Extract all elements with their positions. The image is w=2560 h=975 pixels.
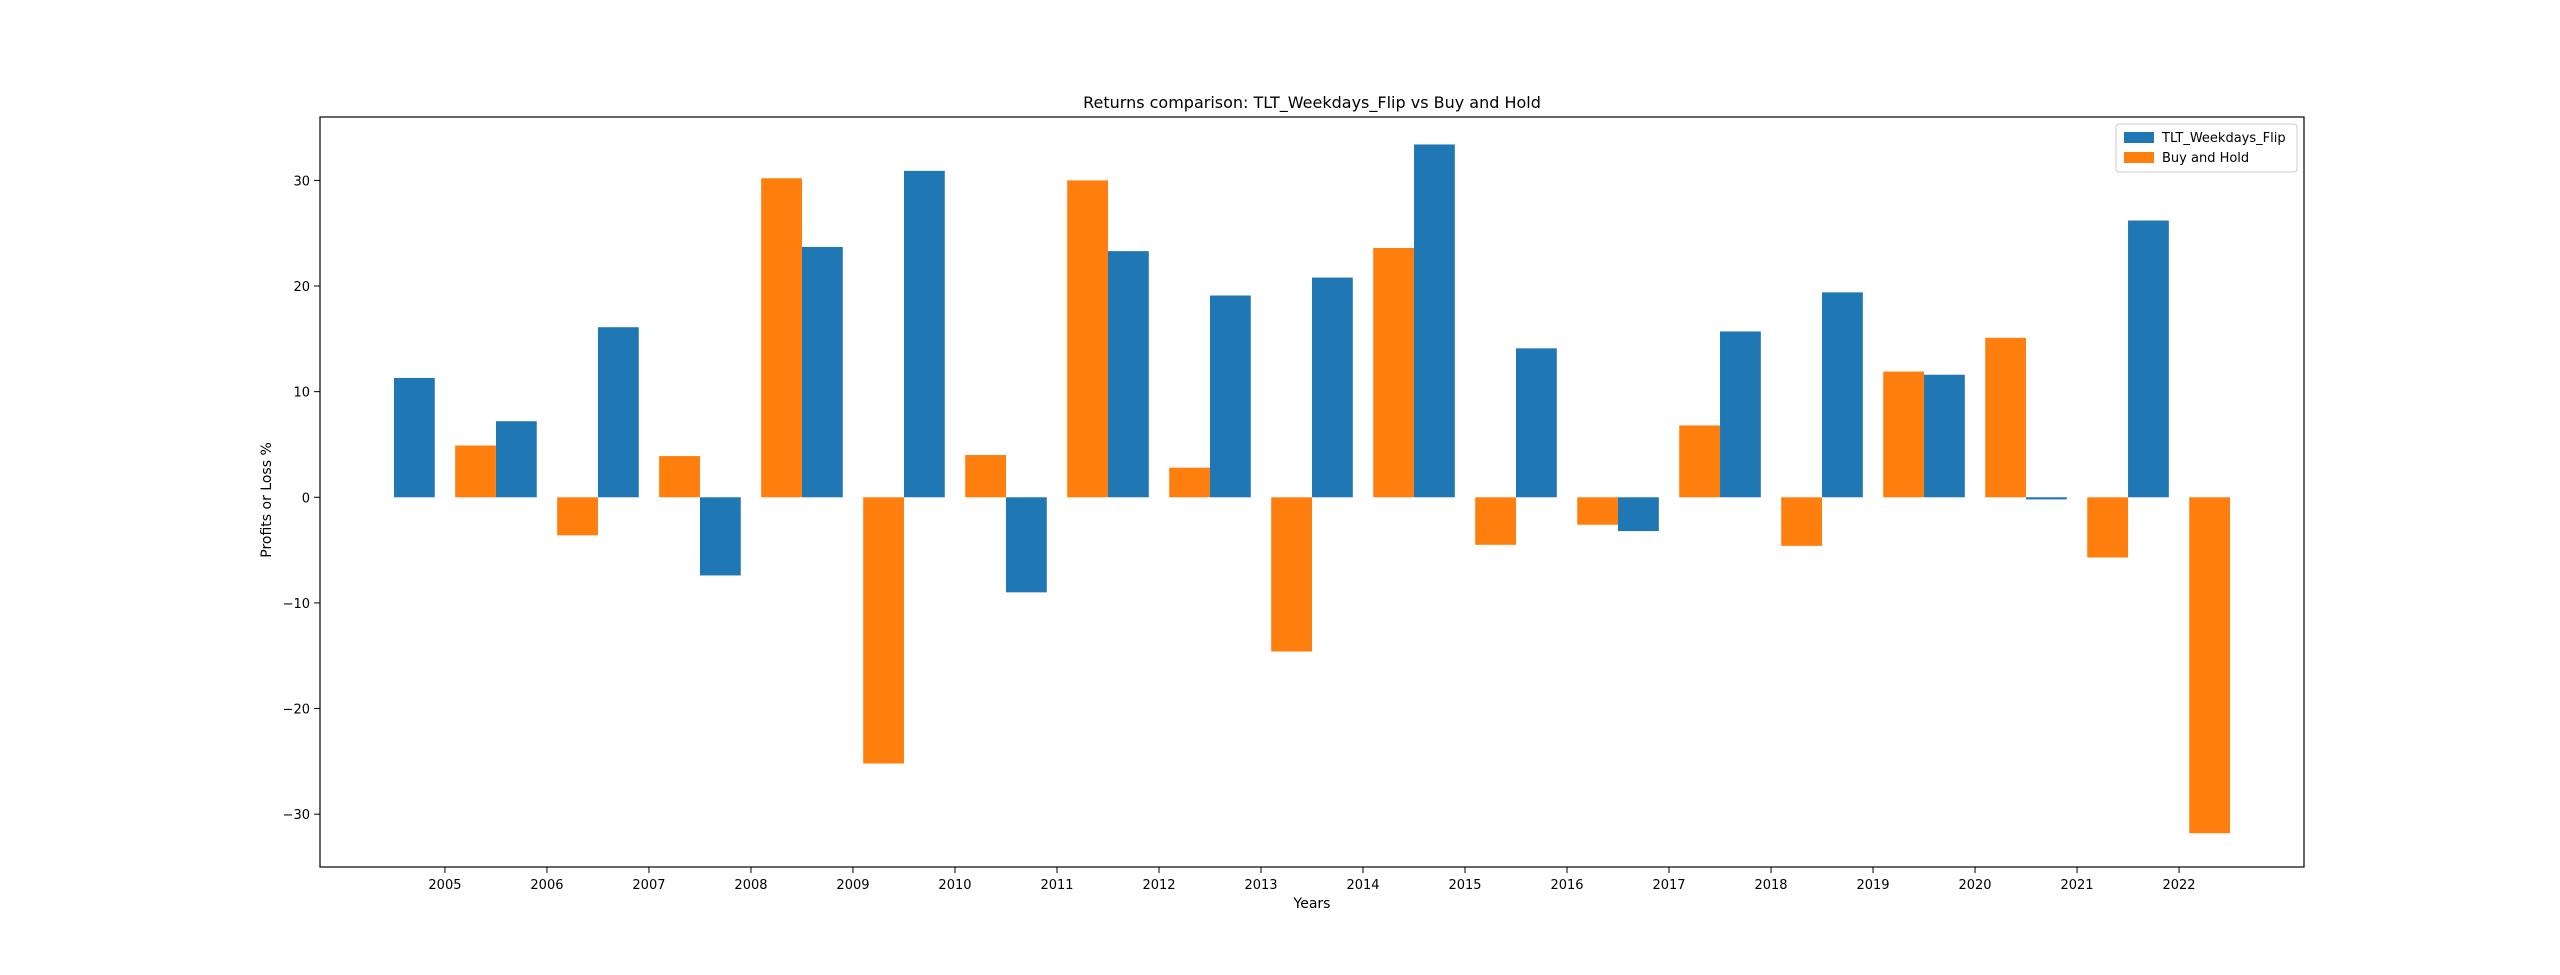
- x-tick-label: 2017: [1652, 878, 1685, 893]
- y-tick-label: −10: [283, 597, 310, 612]
- bar-flip-2017: [1618, 497, 1659, 532]
- bar-buy-hold-2017: [1679, 425, 1721, 498]
- bar-flip-2014: [1312, 277, 1353, 498]
- x-tick-label: 2012: [1142, 878, 1175, 893]
- x-tick-label: 2022: [2162, 878, 2195, 893]
- bar-buy-hold-2010: [965, 455, 1006, 498]
- axes-layer: 2005 2006 2007 2008 2009 2010 2011 2012 2013 2014…: [283, 116, 2305, 893]
- x-tick-label: 2015: [1448, 878, 1481, 893]
- x-tick-label: 2021: [2060, 878, 2093, 893]
- bar-flip-2009: [801, 246, 843, 498]
- bar-flip-2006: [495, 421, 537, 498]
- y-tick-label: 0: [302, 491, 310, 506]
- x-tick-label: 2010: [938, 878, 971, 893]
- bar-buy-hold-2008: [761, 178, 802, 498]
- bar-buy-hold-2014: [1373, 247, 1414, 498]
- bar-flip-2021: [2026, 497, 2067, 500]
- bar-buy-hold-2020: [1985, 337, 2027, 498]
- x-tick-label: 2016: [1550, 878, 1583, 893]
- bar-flip-2010: [903, 170, 945, 498]
- bar-buy-hold-2019: [1883, 371, 1925, 498]
- y-tick-label: −30: [283, 808, 310, 823]
- bar-flip-2019: [1822, 292, 1863, 498]
- bar-flip-2013: [1209, 295, 1251, 498]
- legend-swatch: [2124, 132, 2154, 143]
- x-tick-label: 2018: [1754, 878, 1787, 893]
- legend-swatch: [2124, 152, 2154, 163]
- x-tick-label: 2013: [1244, 878, 1277, 893]
- legend-label: Buy and Hold: [2162, 151, 2249, 166]
- bar-flip-2022: [2128, 220, 2169, 498]
- bar-flip-2016: [1516, 348, 1557, 498]
- plot-frame: [319, 116, 2305, 868]
- bar-buy-hold-2012: [1169, 467, 1210, 498]
- y-tick-label: 20: [293, 280, 310, 295]
- bar-buy-hold-2007: [659, 456, 700, 498]
- bar-flip-2005: [393, 377, 435, 498]
- bar-flip-2012: [1107, 251, 1149, 498]
- bar-flip-2018: [1720, 331, 1761, 498]
- y-tick-label: 30: [293, 174, 310, 189]
- x-tick-label: 2006: [530, 878, 563, 893]
- bar-flip-2015: [1414, 144, 1455, 498]
- legend-frame: [2115, 123, 2298, 173]
- legend-label: TLT_Weekdays_Flip: [2161, 131, 2286, 146]
- y-tick-label: 10: [293, 386, 310, 401]
- y-tick-label: −20: [283, 703, 310, 718]
- legend: TLT_Weekdays_Flip Buy and Hold: [2115, 123, 2298, 173]
- bar-buy-hold-2022: [2189, 497, 2231, 834]
- bar-flip-2011: [1005, 497, 1047, 593]
- x-tick-label: 2005: [428, 878, 461, 893]
- x-tick-label: 2011: [1040, 878, 1073, 893]
- x-tick-label: 2014: [1346, 878, 1379, 893]
- x-tick-label: 2020: [1958, 878, 1991, 893]
- chart-title: Returns comparison: TLT_Weekdays_Flip vs…: [1083, 93, 1541, 113]
- x-tick-label: 2007: [632, 878, 665, 893]
- bar-flip-2008: [699, 497, 741, 576]
- bar-buy-hold-2021: [2087, 497, 2129, 558]
- bar-buy-hold-2009: [863, 497, 904, 764]
- y-axis-label: Profits or Loss %: [259, 442, 275, 558]
- bar-buy-hold-2006: [557, 497, 598, 536]
- x-tick-label: 2008: [734, 878, 767, 893]
- bar-flip-2020: [1924, 374, 1965, 498]
- bars-layer: [393, 144, 2231, 834]
- bar-buy-hold-2005: [455, 445, 496, 498]
- x-tick-label: 2009: [836, 878, 869, 893]
- x-axis-label: Years: [1293, 896, 1331, 912]
- bar-buy-hold-2015: [1475, 497, 1517, 545]
- bar-buy-hold-2016: [1577, 497, 1619, 525]
- bar-buy-hold-2011: [1067, 180, 1108, 498]
- bar-buy-hold-2018: [1781, 497, 1823, 546]
- bar-flip-2007: [597, 327, 639, 498]
- bar-buy-hold-2013: [1271, 497, 1312, 652]
- x-tick-label: 2019: [1856, 878, 1889, 893]
